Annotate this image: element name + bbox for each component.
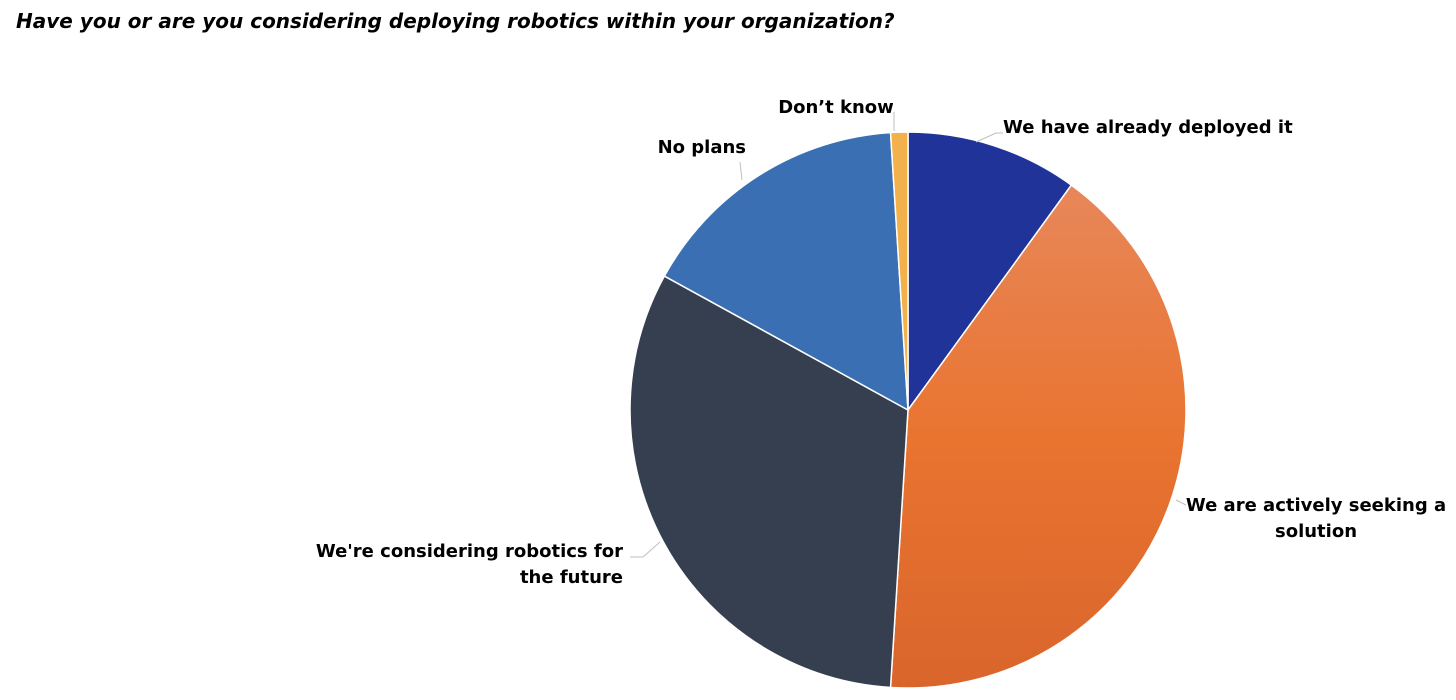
pie-slice-no-plans [663, 131, 909, 412]
pie-slice-we-re-considering-robotics-for-the-future [629, 275, 909, 689]
chart-title: Have you or are you considering deployin… [16, 9, 895, 33]
slice-label-don-t-know: Don’t know [778, 97, 894, 118]
slice-label-line: the future [520, 567, 623, 588]
slice-label-line: Don’t know [778, 97, 894, 118]
leader-line-we-re-considering-robotics-for-the-future [630, 541, 661, 558]
slice-labels: We have already deployed it We are active… [316, 97, 1446, 588]
pie-slice-we-have-already-deployed-it [907, 131, 1073, 413]
pie-slices [629, 131, 1187, 689]
slice-label-no-plans: No plans [658, 137, 746, 158]
slice-label-we-re-considering-robotics-for-the-future: We're considering robotics for the future [316, 541, 623, 588]
pie-slice-don-t-know [889, 131, 909, 411]
pie-slice-we-are-actively-seeking-a-solution [889, 184, 1187, 689]
leader-line-we-are-actively-seeking-a-solution [1175, 499, 1187, 506]
slice-label-line: We are actively seeking a [1186, 495, 1446, 516]
slice-label-line: solution [1275, 521, 1357, 542]
leader-lines [630, 112, 1187, 558]
leader-line-no-plans [739, 161, 743, 181]
slice-label-we-are-actively-seeking-a-solution: We are actively seeking a solution [1186, 495, 1446, 542]
slice-label-line: No plans [658, 137, 746, 158]
slice-label-we-have-already-deployed-it: We have already deployed it [1003, 117, 1293, 138]
slice-label-line: We're considering robotics for [316, 541, 623, 562]
slice-label-line: We have already deployed it [1003, 117, 1293, 138]
leader-line-we-have-already-deployed-it [975, 132, 1003, 143]
